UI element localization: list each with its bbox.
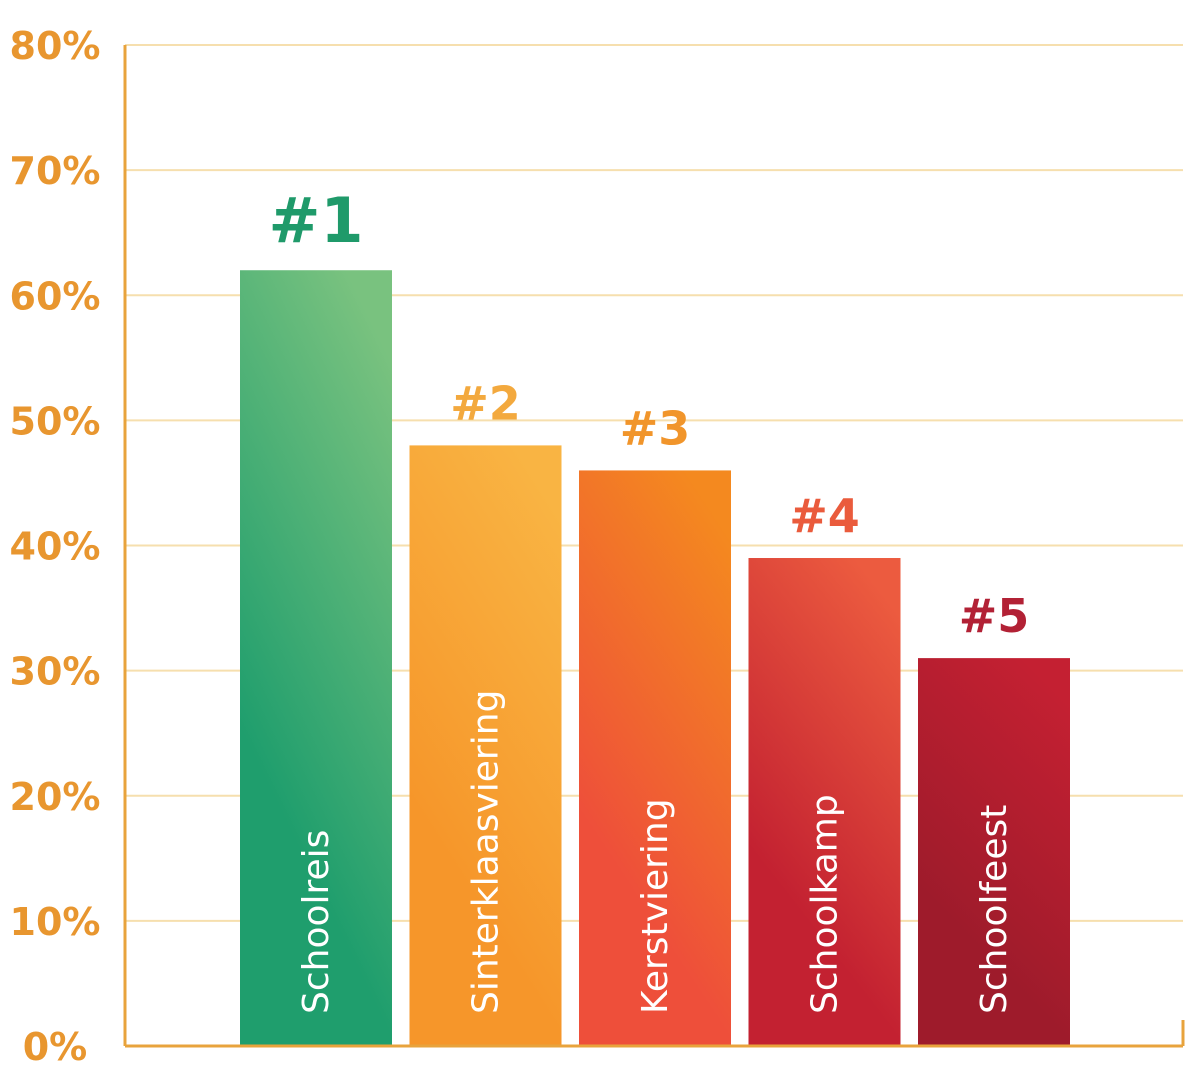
bar-schoolreis (240, 270, 392, 1047)
y-tick-label: 50% (10, 399, 101, 443)
bars: #1 Schoolreis #2 Sinterklaasviering #3 Kerstv… (240, 184, 1070, 1047)
bar-sinterklaasviering (409, 445, 562, 1046)
rank-label: #2 (450, 376, 521, 430)
bar-kerstviering (579, 470, 731, 1046)
y-tick-label: 30% (10, 650, 101, 694)
bar-schoolkamp (748, 558, 901, 1046)
rank-label: #5 (959, 589, 1030, 643)
rank-label: #1 (268, 184, 363, 257)
y-tick-label: 70% (10, 149, 101, 193)
y-tick-label: 10% (10, 900, 101, 944)
rank-label: #3 (620, 401, 691, 455)
y-tick-label: 40% (10, 525, 101, 569)
y-axis-ticks: 0% 10% 20% 30% 40% 50% 60% 70% 80% (10, 24, 101, 1069)
y-tick-label: 20% (10, 775, 101, 819)
bar-category-label: Schoolreis (296, 830, 337, 1014)
bar-category-label: Sinterklaasviering (466, 690, 507, 1014)
bar-category-label: Schoolfeest (974, 805, 1015, 1014)
bar-schoolfeest (918, 658, 1070, 1046)
y-tick-label: 80% (10, 24, 101, 68)
bar-category-label: Kerstviering (635, 798, 676, 1014)
bar-category-label: Schoolkamp (805, 794, 846, 1014)
axes (123, 45, 1185, 1048)
rank-label: #4 (789, 489, 860, 543)
y-tick-label: 0% (23, 1025, 88, 1069)
y-tick-label: 60% (10, 274, 101, 318)
